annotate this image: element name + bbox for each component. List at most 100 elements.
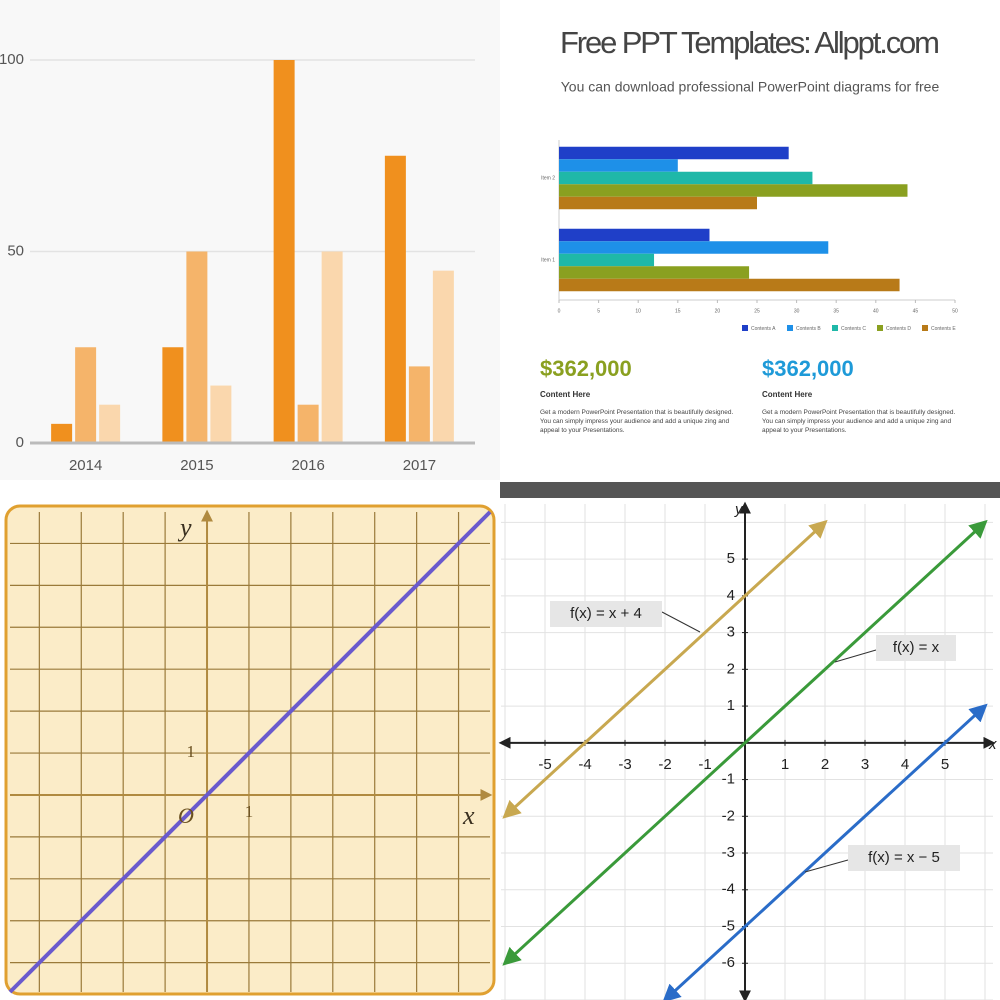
bar (559, 146, 789, 160)
bar (408, 366, 430, 443)
x-tick-label: 1 (781, 756, 789, 773)
x-tick-label: 0 (558, 308, 561, 314)
x-tick-label: 2017 (403, 457, 436, 474)
bar (384, 155, 406, 443)
line (662, 703, 988, 1000)
axis-label: y (734, 501, 744, 518)
x-tick-label: 10 (635, 308, 641, 314)
y-tick-label: 4 (727, 587, 735, 604)
x-tick-label: -2 (658, 756, 671, 773)
slide-footer (500, 482, 1000, 498)
annotation-box (876, 635, 956, 661)
x-tick-label: 3 (861, 756, 869, 773)
bar (559, 278, 900, 292)
bar (297, 404, 319, 443)
legend-label: Contents A (751, 326, 776, 332)
x-tick-label: 4 (901, 756, 909, 773)
y-tick-label: -5 (722, 917, 735, 934)
x-tick-label: -4 (578, 756, 591, 773)
x-tick-label: 5 (597, 308, 600, 314)
x-tick-label: -5 (538, 756, 551, 773)
y-tick-label: 50 (7, 242, 24, 259)
y-tick-label: -3 (722, 844, 735, 861)
x-tick-label: 35 (833, 308, 839, 314)
y-tick-label: 1 (727, 697, 735, 714)
line (8, 510, 492, 994)
x-tick-label: 30 (794, 308, 800, 314)
x-tick-label: 50 (952, 308, 958, 314)
y-tick-label: 1 (187, 742, 196, 761)
legend-swatch (742, 325, 748, 331)
x-tick-label: 5 (941, 756, 949, 773)
slide-subtitle: You can download professional PowerPoint… (561, 79, 940, 95)
legend-swatch (922, 325, 928, 331)
y-tick-label: Item 1 (541, 257, 555, 263)
leader-line (804, 859, 849, 873)
bar (51, 423, 73, 443)
x-tick-label: 40 (873, 308, 879, 314)
y-tick-label: -1 (722, 771, 735, 788)
series-label: f(x) = x + 4 (570, 605, 642, 622)
x-tick-label: 15 (675, 308, 681, 314)
annotation-box (848, 845, 960, 871)
leader-line (834, 649, 877, 663)
x-tick-label: -1 (698, 756, 711, 773)
bar (99, 404, 121, 443)
legend-swatch (877, 325, 883, 331)
legend-label: Contents D (886, 326, 911, 332)
legend-swatch (787, 325, 793, 331)
y-tick-label: -2 (722, 807, 735, 824)
x-tick-label: 2 (821, 756, 829, 773)
legend-label: Contents C (841, 326, 866, 332)
panel-heading: Content Here (762, 390, 813, 399)
panel-amount: $362,000 (540, 356, 632, 381)
series-label: f(x) = x (893, 639, 940, 656)
axis-label: y (177, 513, 192, 542)
x-tick-label: 25 (754, 308, 760, 314)
panel-text: Get a modern PowerPoint Presentation tha… (762, 409, 956, 434)
axis-label: x (988, 736, 997, 753)
bar (432, 270, 454, 443)
bar (75, 347, 97, 443)
y-tick-label: 5 (727, 550, 735, 567)
x-tick-label: 2014 (69, 457, 102, 474)
annotation-box (550, 601, 662, 627)
series-label: f(x) = x − 5 (868, 849, 940, 866)
legend-swatch (832, 325, 838, 331)
y-tick-label: -4 (722, 881, 735, 898)
bar (559, 241, 829, 254)
bar (559, 266, 750, 279)
y-tick-label: Item 2 (541, 175, 555, 181)
bar (273, 60, 295, 443)
x-tick-label: -3 (618, 756, 631, 773)
y-tick-label: 3 (727, 624, 735, 641)
bar (559, 184, 908, 197)
bar (186, 251, 208, 443)
legend-label: Contents B (796, 326, 821, 332)
panel-heading: Content Here (540, 390, 591, 399)
panel-bg (500, 498, 1000, 1000)
origin-label: O (178, 803, 194, 828)
panel-text: Get a modern PowerPoint Presentation tha… (540, 409, 734, 434)
y-tick-label: -6 (722, 954, 735, 971)
axis-label: x (462, 801, 475, 830)
y-tick-label: 0 (16, 434, 24, 451)
x-tick-label: 2016 (291, 457, 324, 474)
legend-label: Contents E (931, 326, 956, 332)
bar (559, 171, 813, 185)
bar (210, 385, 232, 443)
bar (321, 251, 343, 443)
bar (559, 228, 710, 242)
y-tick-label: 100 (0, 51, 24, 68)
slide-title: Free PPT Templates: Allppt.com (560, 25, 940, 60)
bar (559, 159, 678, 172)
x-tick-label: 45 (913, 308, 919, 314)
bar (162, 347, 184, 443)
leader-line (661, 611, 701, 633)
panel-amount: $362,000 (762, 356, 854, 381)
y-tick-label: 2 (727, 660, 735, 677)
x-tick-label: 20 (715, 308, 721, 314)
x-tick-label: 1 (245, 802, 254, 821)
